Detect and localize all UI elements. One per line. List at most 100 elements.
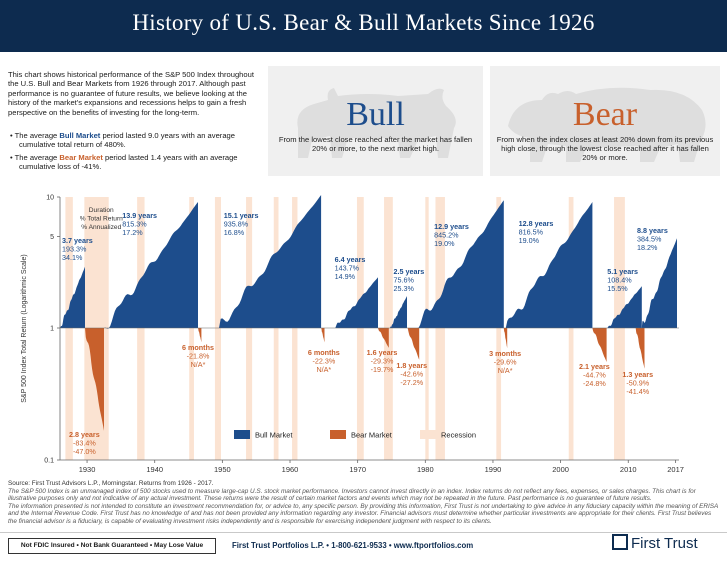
bear-market-label: -27.2% [400,378,423,387]
bull-market-label: 12.8 years [519,219,554,228]
x-tick-label: 1940 [146,465,163,474]
bear-market-label: 2.1 years [579,362,610,371]
bear-silhouette-icon [508,87,706,162]
label-key-text: % Annualized [81,224,121,231]
bull-market-label: 816.5% [519,228,544,237]
recession-band [356,197,364,460]
recession-band [214,197,222,460]
bull-market-area [641,238,677,328]
market-history-chart: 0.1 1 5 10 1930 1940 1950 1960 1970 1980 1990 2000 2… [14,183,716,478]
x-tick-label: 1950 [214,465,231,474]
recession-band [568,197,574,460]
recession-band [273,197,279,460]
header-banner: History of U.S. Bear & Bull Markets Sinc… [0,0,727,52]
bull-market-area [335,277,378,328]
market-history-svg: 0.1 1 5 10 1930 1940 1950 1960 1970 1980 1990 2000 2… [21,195,684,475]
y-axis-label: S&P 500 Index Total Return (Logarithmic … [21,254,28,402]
bear-definition: From when the index closes at least 20% … [496,135,714,163]
bear-market-area [592,328,607,362]
bear-market-area [321,327,325,343]
y-tick-label: 5 [50,234,54,241]
bull-market-label: 25.3% [394,284,415,293]
bull-market-area [104,202,198,329]
brand-logo: First Trust [612,534,698,552]
bull-market-label: 16.8% [224,228,245,237]
bull-market-area [607,286,642,328]
bull-market-label: 3.7 years [62,236,93,245]
bull-market-label: 143.7% [335,264,360,273]
recession-band [435,197,445,460]
recession-band [137,197,145,460]
bull-market-label: 193.3% [62,245,87,254]
bear-summary: • The average Bear Market period lasted … [10,152,238,172]
label-key-text: % Total Return [80,216,123,223]
bull-market-label: 815.3% [122,220,147,229]
summary-bullets: • The average Bull Market period lasted … [10,131,262,175]
bull-market-label: 18.2% [637,243,658,252]
legend-recession-label: Recession [441,431,476,440]
bull-market-area [390,296,407,328]
bull-market-label: 12.9 years [434,222,469,231]
bear-market-label: -47.0% [73,447,96,456]
bear-panel: Bear From when the index closes at least… [490,66,720,176]
recession-band [65,197,73,460]
bear-market-label: 6 months [182,343,214,352]
bear-market-label: 3 months [489,349,521,358]
label-key-text: Duration [89,207,114,214]
bull-market-label: 15.5% [607,284,628,293]
bear-market-label: 1.6 years [367,348,398,357]
legend-bull-swatch [234,430,250,439]
x-tick-label: 2010 [620,465,637,474]
bull-market-label: 19.0% [519,236,540,245]
x-tick-label: 2000 [552,465,569,474]
advice-disclosure: The information presented is not intende… [8,502,719,525]
page-title: History of U.S. Bear & Bull Markets Sinc… [132,10,595,35]
index-disclosure: The S&P 500 Index is an unmanaged index … [8,487,696,503]
x-tick-label: 1990 [485,465,502,474]
bear-market-area [503,328,508,349]
bear-market-label: 2.8 years [69,430,100,439]
bull-summary: • The average Bull Market period lasted … [10,131,235,150]
brand-name: First Trust [631,535,698,552]
bull-market-label: 845.2% [434,231,459,240]
brand-logo-icon [612,534,628,550]
recession-band [425,197,429,460]
fdic-disclaimer: Not FDIC Insured • Not Bank Guaranteed •… [8,538,216,554]
bear-market-label: -21.8% [187,352,210,361]
legend-bear-label: Bear Market [351,431,393,440]
bear-market-label: -22.3% [312,357,335,366]
bull-market-label: 13.9 years [122,211,157,220]
bull-market-area [417,200,504,328]
bear-heading: Bear [572,96,638,133]
recession-band [614,197,625,460]
bear-market-label: -29.6% [494,358,517,367]
bull-panel: Bull From the lowest close reached after… [268,66,483,176]
bear-market-label: N/A* [191,360,206,369]
footer-divider [0,532,727,533]
bull-heading: Bull [346,96,405,133]
bear-market-label: -83.4% [73,439,96,448]
bull-market-label: 8.8 years [637,226,668,235]
bull-market-label: 5.1 years [607,267,638,276]
legend-bear-swatch [330,430,346,439]
bull-market-area [505,202,593,328]
bear-market-area [85,328,104,431]
bull-market-area [219,195,322,328]
bull-market-label: 108.4% [607,276,632,285]
legend-bull-label: Bull Market [255,431,293,440]
bull-market-label: 384.5% [637,235,662,244]
x-tick-label: 1980 [417,465,434,474]
bear-market-label: -41.4% [626,387,649,396]
bull-silhouette-icon [297,88,456,158]
x-tick-label: 1970 [349,465,366,474]
bear-market-area [198,328,202,343]
recession-band [246,197,253,460]
bear-market-label: -19.7% [371,365,394,374]
y-tick-label: 0.1 [44,458,54,465]
bull-market-label: 935.8% [224,220,249,229]
bull-market-label: 6.4 years [335,255,366,264]
source-notes: Source: First Trust Advisors L.P., Morni… [8,480,720,526]
bear-market-label: 1.3 years [622,370,653,379]
bear-market-label: N/A* [498,366,513,375]
legend-recession-swatch [420,430,436,439]
